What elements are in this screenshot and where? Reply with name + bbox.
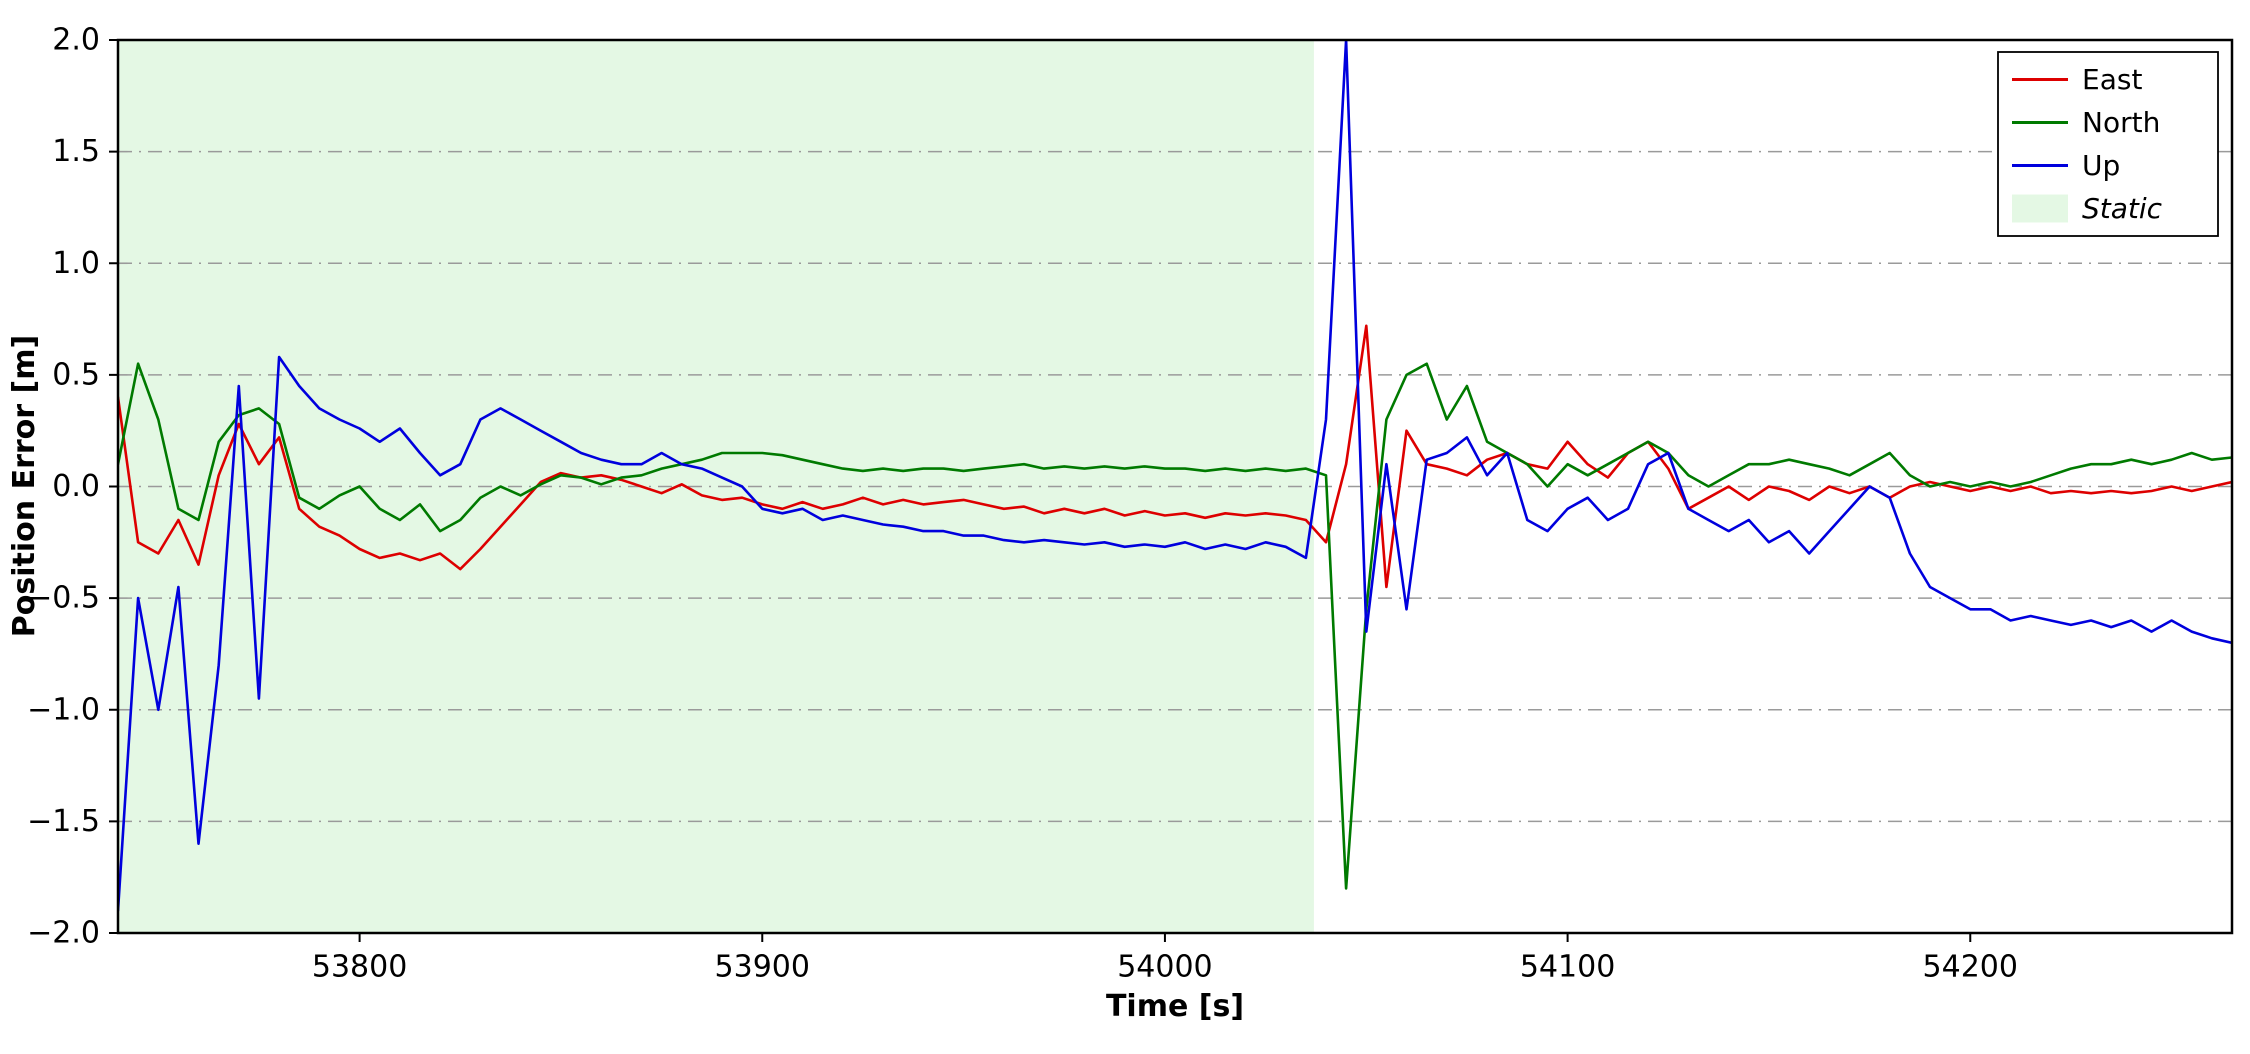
y-tick-label--1: −1.0 bbox=[27, 692, 100, 727]
y-tick-label--2: −2.0 bbox=[27, 916, 100, 951]
legend-label-east: East bbox=[2082, 63, 2142, 96]
x-tick-label-54000: 54000 bbox=[1117, 950, 1212, 985]
y-tick-label-0.5: 0.5 bbox=[52, 357, 100, 392]
series-line-up bbox=[118, 40, 2232, 913]
y-tick-label--0.5: −0.5 bbox=[27, 581, 100, 616]
y-axis-label: Position Error [m] bbox=[7, 335, 42, 637]
legend-label-up: Up bbox=[2082, 149, 2120, 182]
x-tick-label-53900: 53900 bbox=[715, 950, 810, 985]
y-tick-label-1: 1.0 bbox=[52, 246, 100, 281]
gridlines bbox=[118, 150, 2232, 823]
x-tick-label-53800: 53800 bbox=[312, 950, 407, 985]
y-tick-label--1.5: −1.5 bbox=[27, 804, 100, 839]
x-axis-ticks: 53800 53900 54000 54100 54200 bbox=[312, 933, 2018, 985]
x-axis-label: Time [s] bbox=[1106, 989, 1244, 1024]
y-tick-label-1.5: 1.5 bbox=[52, 134, 100, 169]
x-tick-label-54200: 54200 bbox=[1923, 950, 2018, 985]
legend-swatch-static bbox=[2012, 194, 2068, 223]
legend-label-static: Static bbox=[2082, 192, 2163, 225]
series-lines bbox=[118, 40, 2232, 913]
series-line-north bbox=[118, 362, 2232, 890]
legend: East North Up Static bbox=[1997, 51, 2219, 237]
y-tick-label-0: 0.0 bbox=[52, 469, 100, 504]
legend-label-north: North bbox=[2082, 106, 2160, 139]
x-tick-label-54100: 54100 bbox=[1520, 950, 1615, 985]
y-axis-ticks: −2.0 −1.5 −1.0 −0.5 0.0 0.5 1.0 1.5 2.0 bbox=[27, 23, 118, 951]
y-tick-label-2: 2.0 bbox=[52, 23, 100, 58]
